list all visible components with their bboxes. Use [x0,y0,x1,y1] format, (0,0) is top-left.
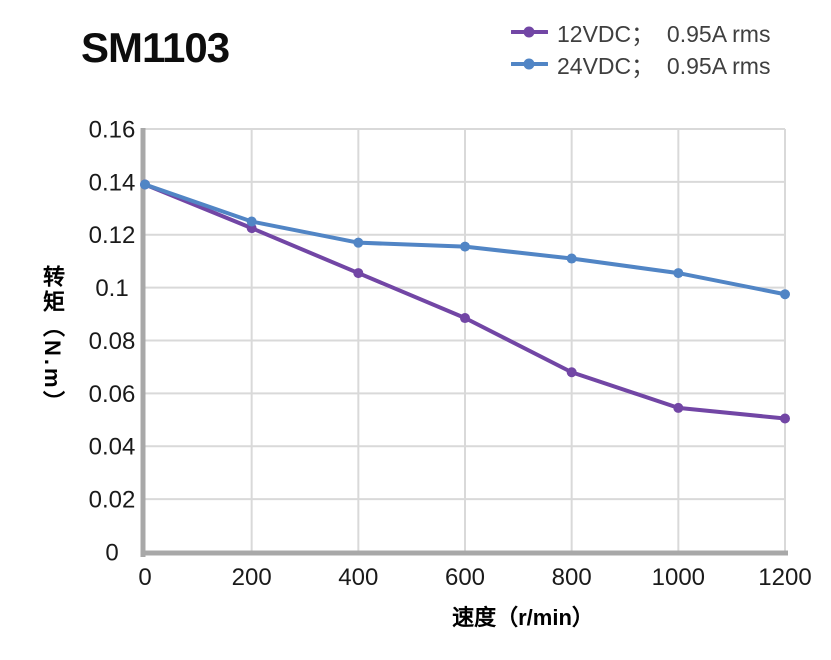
y-tick-label: 0 [105,539,118,566]
y-tick-label: 0.02 [89,487,136,514]
x-tick-label: 200 [232,564,272,591]
data-point-marker-1 [140,179,150,190]
y-tick-label: 0.1 [95,275,128,302]
x-axis-title: 速度（r/min） [452,605,594,630]
data-point-marker-0 [353,268,364,279]
legend-label-12vdc: 12VDC； 0.95A rms [557,20,771,47]
y-tick-label: 0.16 [89,116,136,143]
x-tick-label: 1000 [652,564,705,591]
legend: 12VDC； 0.95A rms 24VDC； 0.95A rms [511,16,770,79]
data-point-marker-1 [353,237,364,248]
line-marker-icon [511,58,548,69]
data-point-marker-1 [780,289,790,300]
data-point-marker-0 [780,413,790,424]
legend-item-24vdc: 24VDC； 0.95A rms [511,48,770,79]
chart-title: SM1103 [81,24,230,71]
data-point-marker-0 [566,367,577,378]
legend-item-12vdc: 12VDC； 0.95A rms [511,16,770,47]
data-point-marker-1 [566,253,577,264]
data-point-marker-1 [246,216,257,227]
y-tick-label: 0.08 [89,328,136,355]
y-tick-label: 0.14 [89,169,136,196]
x-tick-label: 0 [138,564,151,591]
y-axis-title-wrap: 转矩（N.m） [36,129,68,552]
legend-label-24vdc: 24VDC； 0.95A rms [557,52,771,79]
data-point-marker-1 [460,241,470,252]
x-tick-label: 600 [445,564,485,591]
y-tick-label: 0.04 [89,434,136,461]
data-point-marker-0 [673,402,684,413]
data-point-marker-0 [460,313,470,324]
y-axis-title: 转矩（N.m） [40,265,65,416]
x-tick-label: 800 [552,564,592,591]
y-tick-label: 0.12 [89,222,136,249]
line-marker-icon [511,26,548,37]
x-tick-label: 400 [338,564,378,591]
x-tick-label: 1200 [758,564,811,591]
data-point-marker-1 [673,268,684,279]
y-tick-label: 0.06 [89,381,136,408]
